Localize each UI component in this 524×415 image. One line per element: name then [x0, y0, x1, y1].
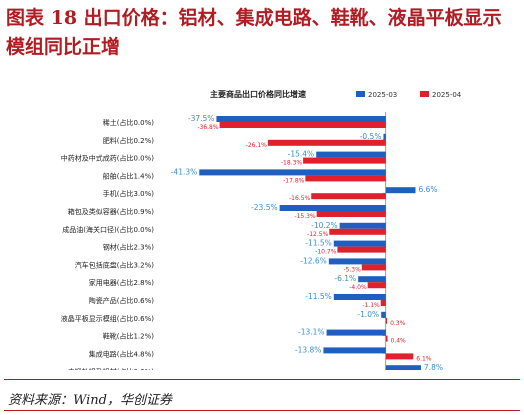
bar-2025-04: [267, 139, 386, 146]
data-label-2025-03: -13.8%: [295, 345, 322, 354]
bar-2025-03: [216, 116, 386, 122]
category-label: 液晶平板显示模组(占比0.6%): [61, 314, 155, 323]
category-label: 钢材(占比2.3%): [103, 243, 155, 252]
data-label-2025-04: -4.0%: [349, 284, 367, 291]
divider-bottom: [4, 410, 520, 411]
bar-2025-04: [316, 211, 386, 217]
chart-title: 主要商品出口价格同比增速: [210, 89, 306, 99]
bar-2025-04: [329, 228, 386, 235]
data-label-2025-04: 0.4%: [391, 338, 407, 345]
legend-label-2025-03: 2025-03: [368, 91, 397, 99]
data-label-2025-04: -17.8%: [283, 177, 305, 184]
category-label: 船舶(占比1.4%): [103, 171, 155, 180]
bar-2025-04: [385, 353, 414, 360]
bar-2025-04: [385, 317, 388, 324]
bar-chart: 主要商品出口价格同比增速 2025-03 2025-04 -50%-40%-30…: [61, 89, 462, 370]
bar-2025-03: [385, 365, 421, 370]
category-label: 家用电器(占比2.8%): [89, 278, 155, 287]
bar-2025-04: [367, 282, 386, 289]
bar-2025-03: [323, 347, 386, 354]
bar-2025-04: [385, 335, 388, 342]
data-label-2025-03: -13.1%: [298, 328, 325, 337]
data-label-2025-03: -37.5%: [188, 114, 215, 123]
bar-2025-03: [326, 329, 386, 336]
bar-2025-03: [383, 133, 386, 140]
bar-2025-03: [333, 294, 386, 300]
bar-2025-03: [381, 311, 386, 318]
data-label-2025-04: -5.3%: [343, 266, 361, 273]
data-label-2025-03: -12.6%: [300, 256, 327, 265]
bar-2025-03: [358, 276, 386, 283]
data-label-2025-04: -16.5%: [289, 195, 311, 202]
bar-2025-04: [305, 175, 386, 182]
bar-2025-04: [311, 193, 386, 200]
data-label-2025-03: -10.2%: [311, 221, 338, 230]
bars-layer: -50%-40%-30%-20%-10%0%10%20%稀土(占比0.0%)-3…: [61, 112, 443, 370]
bar-2025-04: [219, 122, 386, 128]
category-label: 箱包及类似容器(占比0.9%): [68, 207, 155, 216]
category-label: 肥料(占比0.2%): [103, 136, 155, 145]
bar-2025-03: [339, 222, 386, 229]
data-label-2025-04: 6.1%: [416, 355, 432, 362]
category-label: 成品油(海关口径)(占比0.0%): [62, 225, 154, 234]
category-label: 汽车包括底盘(占比3.2%): [75, 260, 155, 269]
data-label-2025-03: -23.5%: [251, 203, 278, 212]
legend-label-2025-04: 2025-04: [432, 91, 462, 99]
category-label: 鞋靴(占比1.2%): [103, 332, 155, 341]
data-label-2025-04: -1.1%: [362, 302, 380, 309]
category-label: 手机(占比3.0%): [103, 189, 155, 198]
data-label-2025-04: -10.7%: [315, 249, 337, 256]
bar-2025-03: [316, 151, 386, 158]
bar-2025-04: [380, 300, 386, 306]
data-label-2025-03: 6.6%: [419, 185, 438, 194]
data-label-2025-03: -6.1%: [334, 274, 356, 283]
legend-swatch-2025-03: [356, 91, 365, 97]
legend-swatch-2025-04: [420, 91, 429, 97]
bar-2025-03: [333, 240, 386, 247]
data-label-2025-03: 7.8%: [424, 363, 443, 370]
category-label: 集成电路(占比4.8%): [89, 349, 155, 358]
data-label-2025-03: -0.5%: [360, 132, 382, 141]
data-label-2025-04: -36.8%: [197, 124, 219, 131]
chart-legend: 2025-03 2025-04: [356, 91, 462, 99]
bar-2025-04: [361, 264, 386, 271]
data-label-2025-04: -18.3%: [281, 160, 303, 167]
bar-2025-03: [279, 205, 386, 211]
data-label-2025-04: -26.1%: [246, 142, 268, 149]
data-label-2025-04: -15.3%: [294, 213, 316, 220]
category-label: 未锻轧铝及铝材(占比0.6%): [68, 367, 155, 370]
data-label-2025-03: -11.5%: [305, 239, 332, 248]
data-label-2025-04: 0.3%: [390, 320, 406, 327]
source-note: 资料来源：Wind，华创证券: [8, 393, 172, 408]
category-label: 稀土(占比0.0%): [103, 118, 155, 127]
bar-2025-04: [337, 246, 386, 253]
data-label-2025-03: -15.4%: [288, 150, 315, 159]
bar-2025-03: [199, 169, 386, 176]
category-label: 陶瓷产品(占比0.6%): [89, 296, 155, 305]
data-label-2025-03: -41.3%: [171, 167, 198, 176]
divider-top: [4, 379, 520, 380]
bar-2025-03: [385, 187, 416, 194]
category-label: 中药材及中式成药(占比0.0%): [61, 154, 155, 163]
bar-2025-04: [303, 157, 386, 164]
bar-2025-03: [328, 258, 386, 265]
data-label-2025-03: -1.0%: [357, 310, 379, 319]
data-label-2025-03: -11.5%: [305, 292, 332, 301]
figure-title: 图表 18 出口价格：铝材、集成电路、鞋靴、液晶平板显示模组同比正增: [6, 7, 502, 58]
data-label-2025-04: -12.5%: [307, 231, 329, 238]
